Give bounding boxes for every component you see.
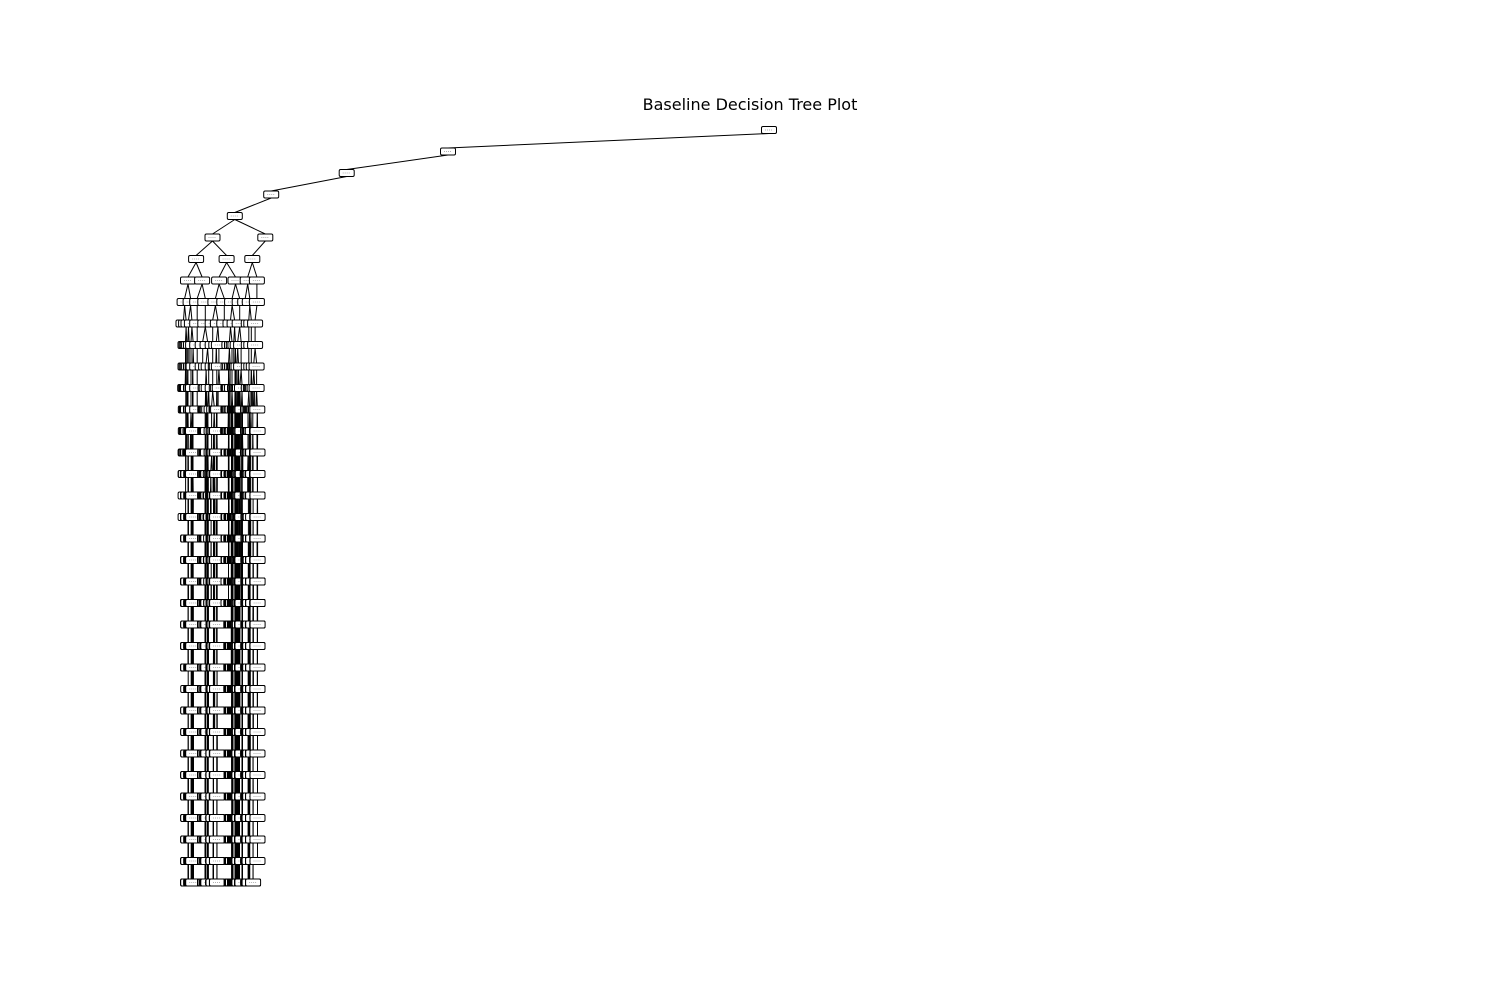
- tree-edge: [187, 262, 197, 278]
- tree-edge: [254, 305, 258, 321]
- tree-edge: [248, 391, 250, 407]
- tree-edge: [237, 326, 241, 342]
- tree-edge: [241, 391, 243, 407]
- tree-edge: [250, 369, 253, 385]
- tree-edge: [228, 348, 231, 364]
- tree-edge: [201, 283, 206, 299]
- tree-edge: [447, 133, 770, 149]
- tree-edge: [240, 369, 243, 385]
- tree-edge: [214, 305, 219, 321]
- tree-nodes: [175, 126, 777, 887]
- tree-edge: [251, 262, 258, 278]
- tree-edge: [202, 326, 206, 342]
- tree-edge: [218, 369, 221, 385]
- tree-edge: [208, 391, 210, 407]
- tree-edges: [183, 133, 770, 879]
- tree-edge: [205, 369, 208, 385]
- tree-edge: [184, 283, 189, 299]
- tree-edge: [251, 240, 266, 256]
- tree-edge: [212, 391, 215, 407]
- tree-edge: [196, 283, 203, 299]
- tree-edge: [234, 219, 266, 235]
- tree-edge: [218, 283, 225, 299]
- tree-edge: [195, 240, 213, 256]
- tree-edge: [212, 240, 227, 256]
- tree-edge: [218, 262, 228, 278]
- tree-edge: [195, 262, 203, 278]
- tree-edge: [213, 412, 216, 428]
- tree-edge: [190, 305, 193, 321]
- tree-edge: [231, 283, 236, 299]
- tree-edge: [185, 326, 188, 342]
- tree-edge: [230, 305, 233, 321]
- tree-edge: [191, 326, 194, 342]
- tree-edge: [214, 283, 220, 299]
- tree-edge: [215, 348, 218, 364]
- tree-edge: [188, 326, 190, 342]
- tree-edge: [234, 326, 236, 342]
- tree-edge: [207, 348, 210, 364]
- tree-edge: [247, 262, 253, 278]
- tree-edge: [237, 348, 239, 364]
- tree-edge: [230, 326, 233, 342]
- tree-edge: [231, 305, 236, 321]
- tree-edge: [231, 391, 234, 407]
- tree-edge: [217, 326, 220, 342]
- tree-edge: [211, 455, 213, 471]
- tree-edge: [187, 283, 192, 299]
- tree-edge: [212, 305, 216, 321]
- tree-edge: [226, 262, 236, 278]
- tree-edge: [192, 348, 195, 364]
- tree-edge: [244, 283, 249, 299]
- tree-edge: [256, 391, 258, 407]
- tree-edge: [253, 369, 256, 385]
- chart-title: Baseline Decision Tree Plot: [0, 95, 1500, 114]
- tree-edge: [252, 391, 255, 407]
- tree-edge: [235, 283, 241, 299]
- tree-edge: [271, 176, 347, 192]
- tree-edge: [247, 283, 251, 299]
- tree-edge: [190, 412, 193, 428]
- tree-edge: [188, 305, 192, 321]
- tree-edge: [234, 197, 272, 213]
- tree-edge: [184, 305, 187, 321]
- tree-edge: [239, 326, 242, 342]
- tree-edge: [254, 348, 258, 364]
- tree-edge: [212, 219, 236, 235]
- tree-edge: [249, 305, 252, 321]
- tree-edge: [204, 326, 209, 342]
- tree-edge: [346, 154, 449, 170]
